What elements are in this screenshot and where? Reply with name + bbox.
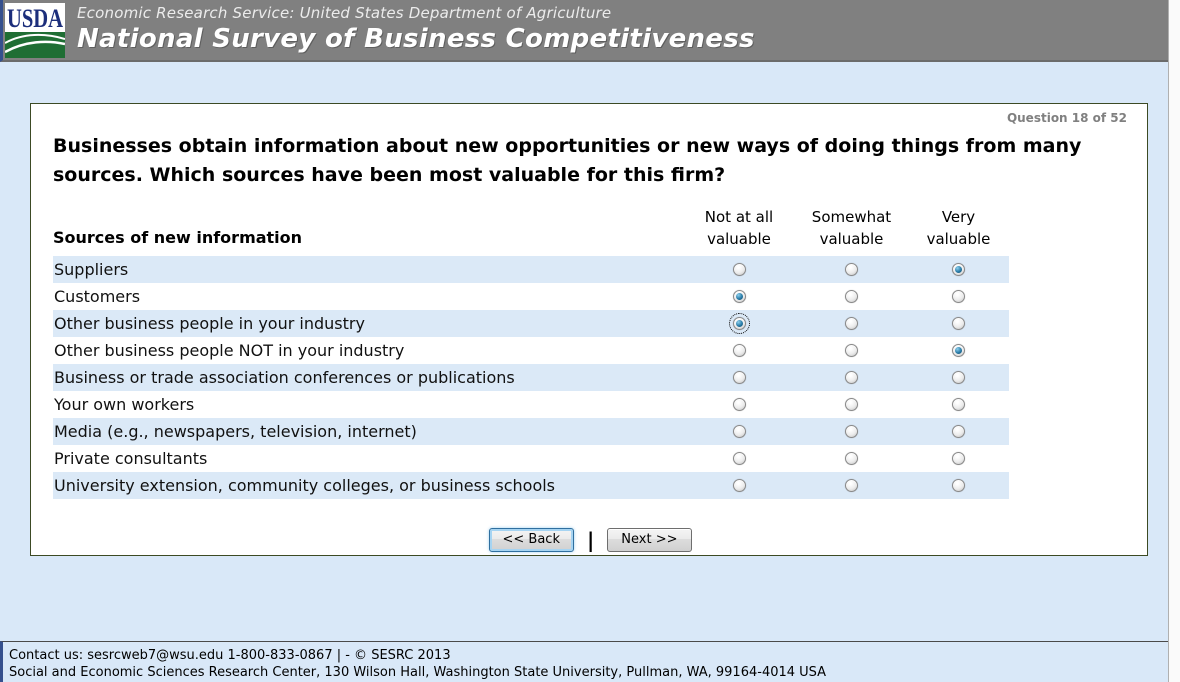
radio-very-valuable[interactable]	[952, 370, 965, 384]
radio-very-valuable[interactable]	[952, 478, 965, 492]
radio-not-at-all-valuable[interactable]	[732, 289, 746, 303]
row-label: Suppliers	[54, 259, 129, 279]
radio-somewhat-valuable[interactable]	[845, 478, 858, 492]
radio-very-valuable[interactable]	[952, 451, 965, 465]
row-label: Other business people in your industry	[54, 313, 365, 333]
next-button[interactable]: Next >>	[607, 527, 692, 552]
table-row: Business or trade association conference…	[53, 363, 1009, 391]
table-row: Other business people in your industry	[53, 309, 1009, 337]
usda-logo-text: USDA	[7, 4, 63, 33]
radio-very-valuable[interactable]	[952, 316, 965, 330]
radio-not-at-all-valuable[interactable]	[732, 397, 746, 411]
agency-line: Economic Research Service: United States…	[77, 4, 612, 22]
col-header-somewhat: Somewhat valuable	[811, 208, 892, 248]
radio-not-at-all-valuable[interactable]	[732, 343, 746, 357]
table-row: Suppliers	[53, 255, 1009, 283]
app-header: USDA Economic Research Service: United S…	[0, 0, 1180, 62]
right-scrollbar-track[interactable]	[1168, 0, 1180, 682]
radio-somewhat-valuable[interactable]	[845, 370, 858, 384]
question-card: Question 18 of 52 Businesses obtain info…	[30, 103, 1148, 556]
radio-not-at-all-valuable[interactable]	[728, 312, 750, 334]
sources-table-rows: Suppliers Customers Other business peopl…	[53, 255, 1009, 499]
radio-somewhat-valuable[interactable]	[845, 289, 858, 303]
radio-not-at-all-valuable[interactable]	[732, 370, 746, 384]
row-label: Private consultants	[54, 448, 208, 468]
radio-somewhat-valuable[interactable]	[845, 316, 858, 330]
radio-very-valuable[interactable]	[952, 424, 965, 438]
back-button[interactable]: << Back	[488, 527, 574, 552]
table-row: Other business people NOT in your indust…	[53, 337, 1009, 364]
radio-not-at-all-valuable[interactable]	[732, 262, 746, 276]
footer-address-line: Social and Economic Sciences Research Ce…	[9, 665, 827, 680]
table-row-header: Sources of new information	[53, 227, 303, 247]
navigation-buttons: << Back | Next >>	[53, 527, 1127, 552]
row-label: Business or trade association conference…	[54, 367, 515, 387]
survey-title: National Survey of Business Competitiven…	[77, 24, 755, 54]
radio-somewhat-valuable[interactable]	[845, 424, 858, 438]
question-counter: Question 18 of 52	[1006, 111, 1127, 125]
row-label: Customers	[54, 286, 141, 306]
radio-very-valuable[interactable]	[952, 262, 965, 276]
question-text: Businesses obtain information about new …	[53, 135, 1082, 186]
radio-somewhat-valuable[interactable]	[845, 451, 858, 465]
row-label: Other business people NOT in your indust…	[54, 340, 405, 360]
radio-very-valuable[interactable]	[952, 343, 965, 357]
row-label: Your own workers	[54, 394, 195, 414]
page-footer: Contact us: sesrcweb7@wsu.edu 1-800-833-…	[0, 641, 1180, 682]
radio-somewhat-valuable[interactable]	[845, 343, 858, 357]
table-row: University extension, community colleges…	[53, 471, 1009, 499]
row-label: University extension, community colleges…	[54, 475, 556, 495]
radio-very-valuable[interactable]	[952, 397, 965, 411]
table-row: Media (e.g., newspapers, television, int…	[53, 417, 1009, 445]
radio-somewhat-valuable[interactable]	[845, 262, 858, 276]
table-row: Private consultants	[53, 445, 1009, 472]
row-label: Media (e.g., newspapers, television, int…	[54, 421, 417, 441]
table-row: Your own workers	[53, 391, 1009, 418]
button-separator: |	[586, 527, 595, 552]
table-row: Customers	[53, 283, 1009, 310]
sources-table: Sources of new information Not at all va…	[53, 207, 1009, 499]
radio-not-at-all-valuable[interactable]	[732, 451, 746, 465]
col-header-very: Very valuable	[926, 208, 991, 248]
footer-contact-line: Contact us: sesrcweb7@wsu.edu 1-800-833-…	[9, 648, 451, 663]
radio-not-at-all-valuable[interactable]	[732, 424, 746, 438]
table-header-row: Sources of new information Not at all va…	[53, 207, 1009, 256]
col-header-not-at-all: Not at all valuable	[704, 208, 774, 248]
radio-not-at-all-valuable[interactable]	[732, 478, 746, 492]
radio-very-valuable[interactable]	[952, 289, 965, 303]
radio-somewhat-valuable[interactable]	[845, 397, 858, 411]
usda-logo: USDA	[5, 3, 65, 58]
